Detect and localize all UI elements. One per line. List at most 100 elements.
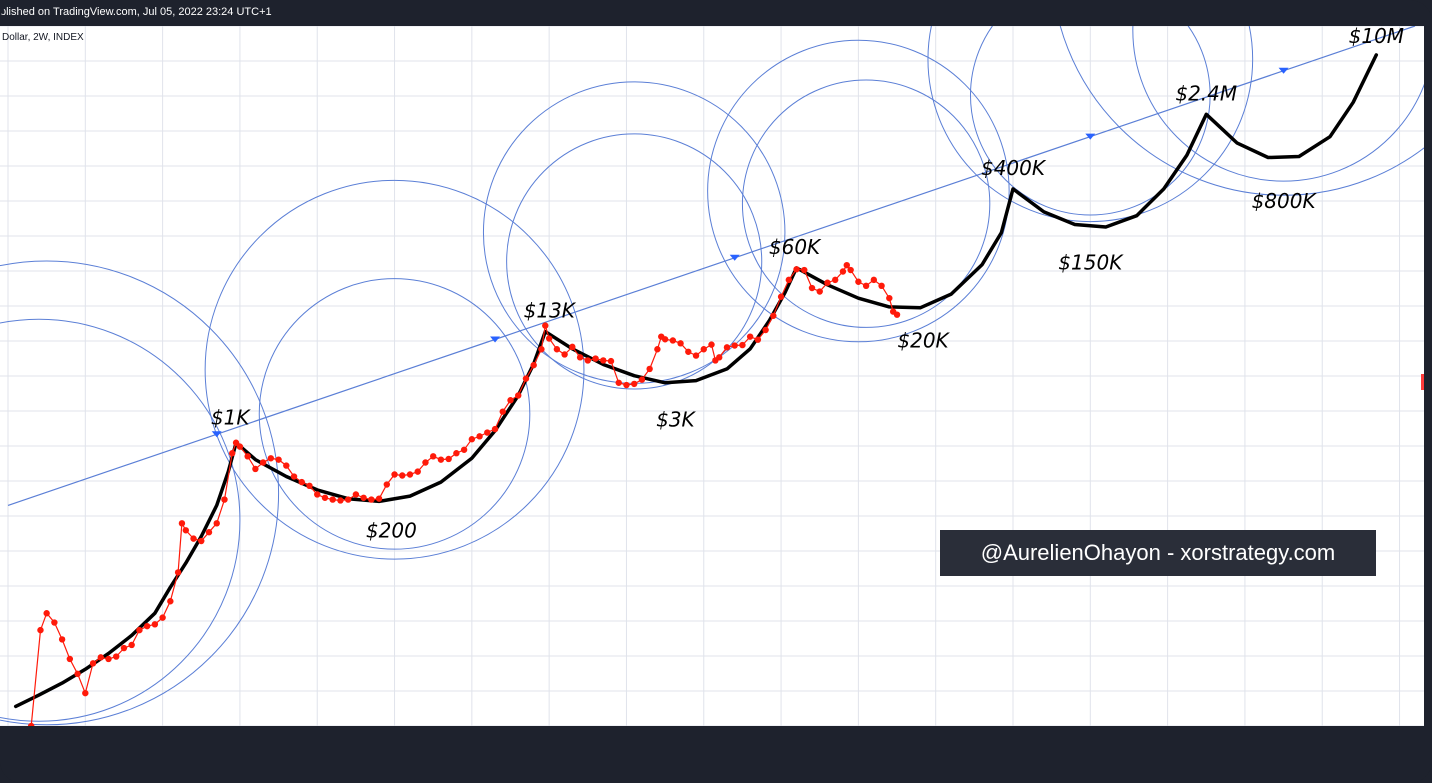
price-point xyxy=(66,655,74,663)
price-point xyxy=(74,670,81,678)
chart-canvas[interactable]: $1K $200 $13K $3K $60K $20K $400K $150K $2.4M $80… xyxy=(0,26,1424,726)
price-point xyxy=(290,473,298,480)
price-point xyxy=(808,284,816,292)
price-point xyxy=(283,462,290,469)
annotation-label: $20K xyxy=(897,329,950,353)
annotation-label: $10M xyxy=(1349,26,1404,48)
trendline-marker xyxy=(729,254,740,261)
price-line xyxy=(30,264,898,726)
price-point xyxy=(105,655,112,663)
price-point xyxy=(82,689,89,697)
annotation-label: $60K xyxy=(769,235,822,259)
price-point xyxy=(862,282,870,290)
annotation-label: $1K xyxy=(211,405,251,429)
price-point xyxy=(368,496,375,503)
price-point xyxy=(329,496,336,503)
price-point xyxy=(453,450,460,457)
price-point xyxy=(344,496,352,503)
price-point xyxy=(770,312,777,319)
price-point xyxy=(136,626,143,634)
price-point xyxy=(677,340,684,347)
price-point xyxy=(723,344,731,351)
price-point xyxy=(870,276,878,284)
price-point xyxy=(182,527,190,534)
circle xyxy=(741,79,991,328)
price-point xyxy=(785,276,793,284)
annotation-label: $3K xyxy=(656,408,696,432)
price-point xyxy=(600,357,607,364)
price-point xyxy=(484,429,491,436)
price-point xyxy=(460,446,468,453)
circle xyxy=(1059,26,1424,196)
circle xyxy=(482,81,786,384)
price-point xyxy=(429,453,437,460)
projection-curve-path xyxy=(13,53,1379,709)
price-point xyxy=(561,351,568,358)
price-point xyxy=(51,619,58,626)
price-point xyxy=(886,294,893,302)
price-point xyxy=(816,288,823,295)
watermark-box: @AurelienOhayon - xorstrategy.com xyxy=(940,530,1376,576)
price-point xyxy=(576,354,584,361)
price-point xyxy=(352,491,360,498)
price-point xyxy=(878,282,885,290)
price-point xyxy=(630,380,638,388)
published-bar: blished on TradingView.com, Jul 05, 2022… xyxy=(0,0,1432,26)
price-point xyxy=(232,439,240,446)
circle xyxy=(258,278,531,550)
price-point xyxy=(43,610,50,617)
price-point xyxy=(375,495,383,502)
price-point xyxy=(615,379,622,386)
price-point xyxy=(198,537,205,545)
price-point xyxy=(174,569,182,576)
price-point xyxy=(839,268,847,275)
price-point xyxy=(700,346,707,353)
price-point xyxy=(167,598,174,605)
price-point xyxy=(716,354,723,361)
annotation-label: $400K xyxy=(981,156,1047,180)
price-point xyxy=(298,478,305,486)
price-point xyxy=(530,361,537,369)
symbol-label: Dollar, 2W, INDEX xyxy=(2,32,84,43)
annotation-label: $13K xyxy=(524,299,577,323)
price-point xyxy=(468,436,476,443)
price-point xyxy=(221,496,228,503)
price-point xyxy=(592,355,599,362)
price-point xyxy=(623,381,630,389)
price-point xyxy=(831,276,839,284)
price-point xyxy=(499,408,506,415)
watermark-background xyxy=(940,530,1376,576)
trendline-marker xyxy=(1278,67,1289,74)
watermark-text: @AurelienOhayon - xorstrategy.com xyxy=(981,540,1336,565)
price-point xyxy=(27,722,35,726)
circle xyxy=(970,26,1211,216)
price-point xyxy=(654,346,661,353)
price-point xyxy=(542,322,549,329)
circle xyxy=(707,39,1010,343)
price-point xyxy=(476,433,483,440)
plot-area[interactable]: $1K $200 $13K $3K $60K $20K $400K $150K $2.4M $80… xyxy=(0,26,1424,726)
trendline-marker xyxy=(1085,133,1096,140)
price-axis-marker xyxy=(1421,374,1424,390)
trendline-line xyxy=(7,26,1416,506)
price-point xyxy=(843,261,850,269)
price-point xyxy=(37,626,44,634)
price-point xyxy=(159,614,166,621)
price-point xyxy=(584,357,592,364)
price-point xyxy=(406,471,414,478)
price-point xyxy=(190,535,197,542)
annotation-label: $2.4M xyxy=(1175,81,1237,105)
circle xyxy=(0,318,241,722)
trendline-marker xyxy=(490,336,501,343)
price-point xyxy=(607,357,615,365)
price-point xyxy=(391,471,398,478)
price-point xyxy=(259,459,267,466)
price-point xyxy=(739,341,746,349)
price-point xyxy=(143,622,151,630)
price-point xyxy=(754,336,762,343)
price-point xyxy=(569,343,576,351)
price-point xyxy=(236,443,244,450)
annotation-label: $200 xyxy=(366,518,417,542)
price-point xyxy=(746,333,754,340)
